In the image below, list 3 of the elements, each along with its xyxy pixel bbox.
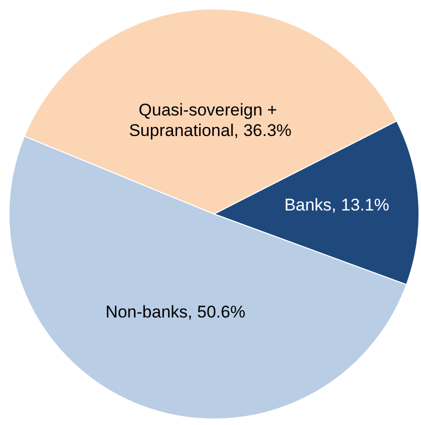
slice-label: Quasi-sovereign + Supranational, 36.3% — [128, 101, 292, 141]
slice-label: Banks, 13.1% — [284, 196, 390, 216]
slice-label: Non-banks, 50.6% — [105, 302, 246, 322]
